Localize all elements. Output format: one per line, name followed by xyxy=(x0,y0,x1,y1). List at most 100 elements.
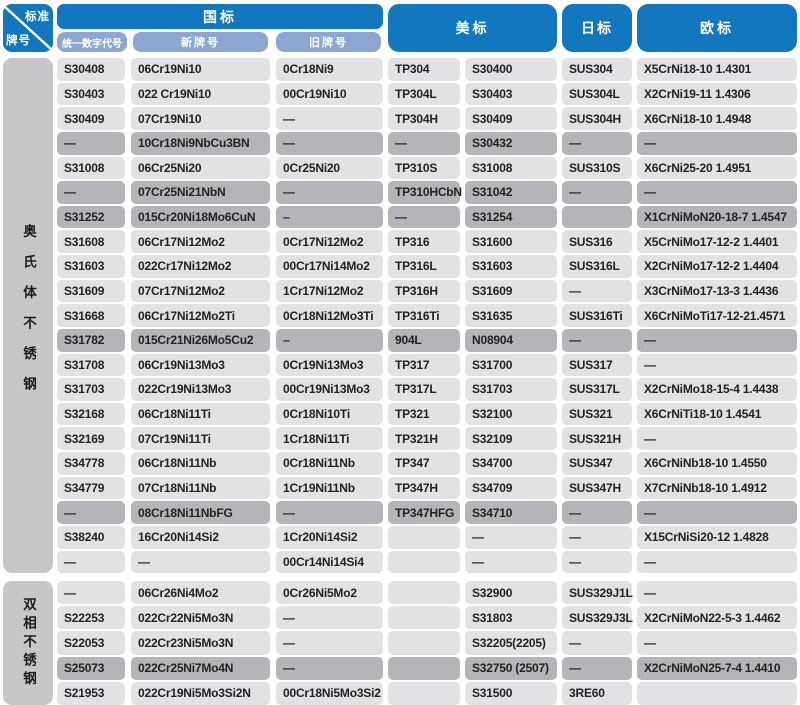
table-cell: S30432 xyxy=(465,131,557,155)
table-cell xyxy=(388,525,460,549)
table-cell: S31042 xyxy=(465,181,557,204)
table-cell xyxy=(388,681,460,705)
table-column: S30400 S30403 S30409 S30432 S31008 S31042 S312… xyxy=(465,58,557,574)
table-cell: TP321 xyxy=(388,402,460,426)
table-cell: S31254 xyxy=(465,205,557,229)
table-cell: S31609 xyxy=(465,279,557,303)
table-cell: S31603 xyxy=(465,255,557,278)
table-cell: X5CrNi18-10 1.4301 xyxy=(637,58,797,81)
table-cell: TP317 xyxy=(388,353,460,377)
table-cell: X6CrNiMoTi17-12-21.4571 xyxy=(637,304,797,327)
table-cell: X6CrNiTi18-10 1.4541 xyxy=(637,402,797,426)
table-cell: TP317L xyxy=(388,378,460,401)
table-cell: 022Cr23Ni5Mo3N xyxy=(131,631,270,655)
table-cell: 06Cr19Ni13Mo3 xyxy=(131,353,270,377)
row-group-label-text: 双相不锈钢 xyxy=(21,596,36,690)
table-cell: 015Cr20Ni18Mo6CuN xyxy=(131,205,270,229)
table-cell: — xyxy=(57,131,125,155)
table-cell: X7CrNiNb18-10 1.4912 xyxy=(637,476,797,500)
table-cell: TP347HFG xyxy=(388,501,460,524)
table-cell: — xyxy=(562,181,632,204)
table-cell: S32169 xyxy=(57,427,125,450)
table-cell: 1Cr19Ni11Nb xyxy=(276,476,383,500)
table-cell: 1Cr18Ni11Ti xyxy=(276,427,383,450)
table-cell: SUS310S xyxy=(562,156,632,180)
table-cell: — xyxy=(562,550,632,574)
table-cell: — xyxy=(562,501,632,524)
table-cell: SUS316Ti xyxy=(562,304,632,327)
table-cell: SUS304H xyxy=(562,107,632,130)
table-cell: 0Cr26Ni5Mo2 xyxy=(276,581,383,605)
row-group-label: 双相不锈钢 xyxy=(3,581,53,705)
table-column: 06Cr19Ni10 022 Cr19Ni10 07Cr19Ni10 10Cr18Ni… xyxy=(131,58,270,574)
table-cell: TP347H xyxy=(388,476,460,500)
table-cell: — xyxy=(637,581,797,605)
table-cell: — xyxy=(637,181,797,204)
corner-bottom-label: 牌号 xyxy=(6,35,31,47)
table-cell: S31008 xyxy=(465,156,557,180)
row-group-label-text: 奥氏体不锈钢 xyxy=(21,224,36,407)
table-cell: X15CrNiSi20-12 1.4828 xyxy=(637,525,797,549)
table-column: S32900 S31803 S32205(2205) S32750 (2507) S31… xyxy=(465,581,557,705)
table-cell: S34778 xyxy=(57,452,125,475)
table-cell: 10Cr18Ni9NbCu3BN xyxy=(131,131,270,155)
table-cell: S38240 xyxy=(57,525,125,549)
table-column: — S22253 S22053 S25073 S21953 xyxy=(57,581,125,705)
table-cell: TP316L xyxy=(388,255,460,278)
table-cell: 00Cr18Ni5Mo3Si2 xyxy=(276,681,383,705)
table-cell: S31600 xyxy=(465,230,557,253)
table-cell: SUS329J3L xyxy=(562,606,633,630)
table-cell: 0Cr19Ni13Mo3 xyxy=(276,353,383,377)
table-cell: SUS321H xyxy=(562,427,632,450)
table-cell: 0Cr18Ni12Mo3Ti xyxy=(276,304,383,327)
table-cell: 07Cr18Ni11Nb xyxy=(131,476,270,500)
table-cell: 022Cr17Ni12Mo2 xyxy=(131,255,270,278)
table-cell: S34700 xyxy=(465,452,557,475)
table-cell: S31803 xyxy=(465,606,557,630)
table-cell: SUS316 xyxy=(562,230,632,253)
table-cell: S31700 xyxy=(465,353,557,377)
header-gb-standard: 国标 xyxy=(57,4,383,29)
table-cell: — xyxy=(637,328,797,352)
table-cell: S31703 xyxy=(465,378,557,401)
table-cell: — xyxy=(562,328,632,352)
table-cell: X3CrNiMo17-13-3 1.4436 xyxy=(637,279,797,303)
table-cell: 1Cr20Ni14Si2 xyxy=(276,525,383,549)
table-cell: 015Cr21Ni26Mo5Cu2 xyxy=(131,328,270,352)
corner-top-label: 标准 xyxy=(25,11,50,23)
table-cell: X2CrNi19-11 1.4306 xyxy=(637,82,797,106)
table-cell: S21953 xyxy=(57,681,125,705)
table-cell: X6CrNiNb18-10 1.4550 xyxy=(637,452,797,475)
table-cell: X2CrNiMoN25-7-4 1.4410 xyxy=(637,656,797,680)
table-cell: 06Cr17Ni12Mo2 xyxy=(131,230,270,253)
table-cell: S30408 xyxy=(57,58,125,81)
table-column: — X2CrNiMoN22-5-3 1.4462— X2CrNiMoN25-7-4 … xyxy=(637,581,797,705)
table-cell: X2CrNiMo17-12-2 1.4404 xyxy=(637,255,797,278)
table-cell: 022Cr19Ni5Mo3Si2N xyxy=(131,681,270,705)
table-cell: TP316H xyxy=(388,279,460,303)
table-cell: S31708 xyxy=(57,353,125,377)
table-cell xyxy=(388,631,460,655)
table-cell: — xyxy=(562,525,632,549)
table-cell: — xyxy=(276,631,383,655)
table-cell: 022Cr25Ni7Mo4N xyxy=(131,656,270,680)
table-cell: SUS317L xyxy=(562,378,632,401)
table-column: SUS329J1L SUS329J3L — —3RE60 xyxy=(562,581,633,705)
table-column xyxy=(388,581,460,705)
subheader-old-grade: 旧牌号 xyxy=(276,32,381,52)
table-cell xyxy=(562,205,632,229)
table-cell: — xyxy=(276,131,383,155)
table-cell: S31252 xyxy=(57,205,125,229)
table-cell: 0Cr25Ni20 xyxy=(276,156,383,180)
table-cell: SUS321 xyxy=(562,402,632,426)
table-cell: S32205(2205) xyxy=(465,631,557,655)
table-cell: TP304 xyxy=(388,58,460,81)
table-column: SUS304 SUS304L SUS304H — SUS310S — SUS316 SUS31… xyxy=(562,58,632,574)
table-cell: S31500 xyxy=(465,681,557,705)
table-cell: S30403 xyxy=(57,82,125,106)
table-cell: — xyxy=(276,181,383,204)
table-column: X5CrNi18-10 1.4301 X2CrNi19-11 1.4306 X6Cr… xyxy=(637,58,797,574)
table-cell: S32109 xyxy=(465,427,557,450)
table-cell: X2CrNiMo18-15-4 1.4438 xyxy=(637,378,797,401)
